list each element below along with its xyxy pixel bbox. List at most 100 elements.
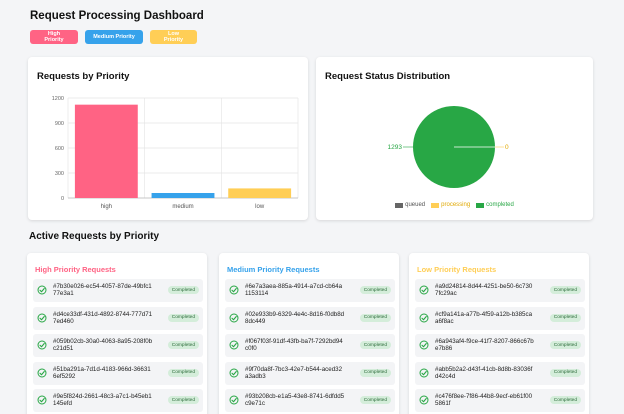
low-priority-request-list: #a9d24814-8d44-4251-be50-6c7307fc29ac Com…	[415, 279, 585, 414]
request-list-item[interactable]: #a9d24814-8d44-4251-be50-6c7307fc29ac Com…	[415, 279, 585, 302]
medium-priority-column: Medium Priority Requests #6e7a3aea-885a-…	[219, 253, 399, 414]
bar-medium[interactable]	[151, 193, 215, 198]
request-list-item[interactable]: #9e5f824d-2661-48c3-a7c1-b45eb1145efd Com…	[33, 389, 203, 412]
high-priority-column: High Priority Requests #7b30e026-ec54-40…	[27, 253, 207, 414]
request-list-item[interactable]: #6e7a3aea-885a-4914-a7cd-cb64a1153114 Com…	[225, 279, 395, 302]
status-badge: Completed	[359, 368, 391, 377]
request-id: #9f70da8f-7bc3-42e7-b544-aced32a3adb3	[245, 365, 343, 380]
request-id: #d4ce33df-431d-4892-8744-777d717ed460	[53, 310, 153, 325]
status-badge: Completed	[359, 313, 391, 322]
request-id: #7b30e026-ec54-4057-87de-49bfc177e3a1	[53, 283, 152, 298]
request-list-item[interactable]: #6a943af4-f9ce-41f7-8207-866c67be7b86 Com…	[415, 334, 585, 357]
medium-priority-column-title: Medium Priority Requests	[227, 265, 320, 274]
legend-swatch	[476, 202, 485, 208]
legend-label: queued	[405, 202, 426, 208]
status-badge: Completed	[549, 286, 581, 294]
request-list-item[interactable]: #02e933b9-6329-4e4c-8d16-f0db8d8dc449 Com…	[225, 306, 395, 330]
x-category-label: low	[255, 204, 265, 210]
pie-chart-title: Request Status Distribution	[325, 71, 451, 82]
y-tick-label: 900	[55, 121, 64, 127]
status-badge: Completed	[549, 341, 581, 349]
page-title: Request Processing Dashboard	[30, 10, 204, 22]
x-category-label: medium	[172, 204, 193, 210]
check-circle-icon	[419, 285, 429, 295]
active-requests-title: Active Requests by Priority	[29, 231, 160, 242]
bar-low[interactable]	[228, 188, 292, 198]
request-id: #059b02cb-30a0-4063-8a95-208f0bc21d51	[53, 338, 153, 353]
check-circle-icon	[37, 340, 47, 350]
y-tick-label: 0	[61, 196, 64, 202]
medium-priority-request-list: #6e7a3aea-885a-4914-a7cd-cb64a1153114 Com…	[225, 279, 395, 414]
request-list-item[interactable]: #9f70da8f-7bc3-42e7-b544-aced32a3adb3 Com…	[225, 361, 395, 385]
request-list-item[interactable]: #c476f8ee-7f86-44b8-9ecf-eb61f005861f Com…	[415, 389, 585, 412]
low-priority-column-title: Low Priority Requests	[417, 265, 497, 274]
legend-item-processing[interactable]: processing	[431, 202, 470, 208]
check-circle-icon	[419, 368, 429, 377]
check-circle-icon	[37, 285, 47, 295]
check-circle-icon	[229, 395, 239, 405]
check-circle-icon	[229, 313, 239, 322]
request-id: #cf9a141a-a77b-4f59-a12b-b385caa6f8ac	[435, 310, 533, 325]
status-badge: Completed	[549, 313, 581, 322]
request-list-item[interactable]: #93b208cb-e1a5-43e8-8741-6dfdd5c9e71c Com…	[225, 389, 395, 412]
bar-high[interactable]	[74, 104, 138, 198]
y-tick-label: 600	[55, 146, 64, 152]
check-circle-icon	[419, 395, 429, 405]
check-circle-icon	[419, 313, 429, 322]
status-badge: Completed	[549, 396, 581, 404]
request-status-pie-chart: 1293 0	[388, 106, 509, 188]
completed-data-label: 1293	[388, 144, 403, 151]
request-id: #6a943af4-f9ce-41f7-8207-866c67be7b86	[435, 338, 534, 353]
legend-label: completed	[486, 202, 514, 208]
request-id: #02e933b9-6329-4e4c-8d16-f0db8d8dc449	[245, 310, 345, 325]
status-badge: Completed	[167, 341, 199, 349]
low-priority-filter-button[interactable]: Low Priority	[150, 30, 197, 44]
status-badge: Completed	[167, 368, 199, 377]
status-badge: Completed	[167, 313, 199, 322]
processing-data-label: 0	[505, 144, 509, 151]
request-status-distribution-card: Request Status Distribution 1293 0 queued…	[316, 57, 593, 220]
request-list-item[interactable]: #d4ce33df-431d-4892-8744-777d717ed460 Com…	[33, 306, 203, 330]
high-priority-column-title: High Priority Requests	[35, 265, 116, 274]
requests-by-priority-chart: 0 300 600 900 1200 high medium low	[52, 96, 299, 210]
request-id: #c476f8ee-7f86-44b8-9ecf-eb61f005861f	[435, 393, 533, 408]
high-priority-request-list: #7b30e026-ec54-4057-87de-49bfc177e3a1 Com…	[33, 279, 203, 414]
check-circle-icon	[419, 340, 429, 350]
priority-filters: High Priority Medium Priority Low Priori…	[30, 30, 197, 44]
y-tick-label: 300	[55, 171, 64, 177]
status-badge: Completed	[359, 341, 391, 349]
pie-legend: queued processing completed	[316, 202, 593, 208]
request-id: #f067f03f-91df-43fb-ba7f-7292bd94c0f0	[245, 338, 343, 353]
status-badge: Completed	[359, 286, 391, 294]
check-circle-icon	[229, 368, 239, 377]
request-list-item[interactable]: #51ba291a-7d1d-4183-966d-366316ef5292 Com…	[33, 361, 203, 385]
legend-label: processing	[441, 202, 471, 208]
legend-item-queued[interactable]: queued	[395, 202, 425, 208]
request-list-item[interactable]: #abb5b2a2-d43f-41cb-8d8b-83036fd42c4d Com…	[415, 361, 585, 385]
legend-item-completed[interactable]: completed	[476, 202, 514, 208]
check-circle-icon	[229, 285, 239, 295]
request-id: #a9d24814-8d44-4251-be50-6c7307fc29ac	[435, 283, 533, 298]
request-list-item[interactable]: #cf9a141a-a77b-4f59-a12b-b385caa6f8ac Com…	[415, 306, 585, 330]
request-list-item[interactable]: #f067f03f-91df-43fb-ba7f-7292bd94c0f0 Com…	[225, 334, 395, 357]
request-id: #93b208cb-e1a5-43e8-8741-6dfdd5c9e71c	[245, 393, 345, 408]
status-badge: Completed	[359, 396, 391, 404]
request-id: #abb5b2a2-d43f-41cb-8d8b-83036fd42c4d	[435, 365, 533, 380]
check-circle-icon	[37, 368, 47, 377]
check-circle-icon	[37, 395, 47, 405]
status-badge: Completed	[167, 396, 199, 404]
request-list-item[interactable]: #7b30e026-ec54-4057-87de-49bfc177e3a1 Com…	[33, 279, 203, 302]
status-badge: Completed	[549, 368, 581, 377]
bar-chart-title: Requests by Priority	[37, 71, 130, 82]
x-category-label: high	[101, 204, 112, 210]
request-id: #51ba291a-7d1d-4183-966d-366316ef5292	[53, 365, 151, 380]
low-priority-column: Low Priority Requests #a9d24814-8d44-425…	[409, 253, 589, 414]
medium-priority-filter-button[interactable]: Medium Priority	[85, 30, 143, 44]
request-id: #6e7a3aea-885a-4914-a7cd-cb64a1153114	[245, 283, 343, 298]
request-id: #9e5f824d-2661-48c3-a7c1-b45eb1145efd	[53, 393, 152, 408]
high-priority-filter-button[interactable]: High Priority	[30, 30, 78, 44]
legend-swatch	[431, 202, 440, 208]
request-list-item[interactable]: #059b02cb-30a0-4063-8a95-208f0bc21d51 Com…	[33, 334, 203, 357]
legend-swatch	[395, 202, 404, 208]
check-circle-icon	[229, 340, 239, 350]
